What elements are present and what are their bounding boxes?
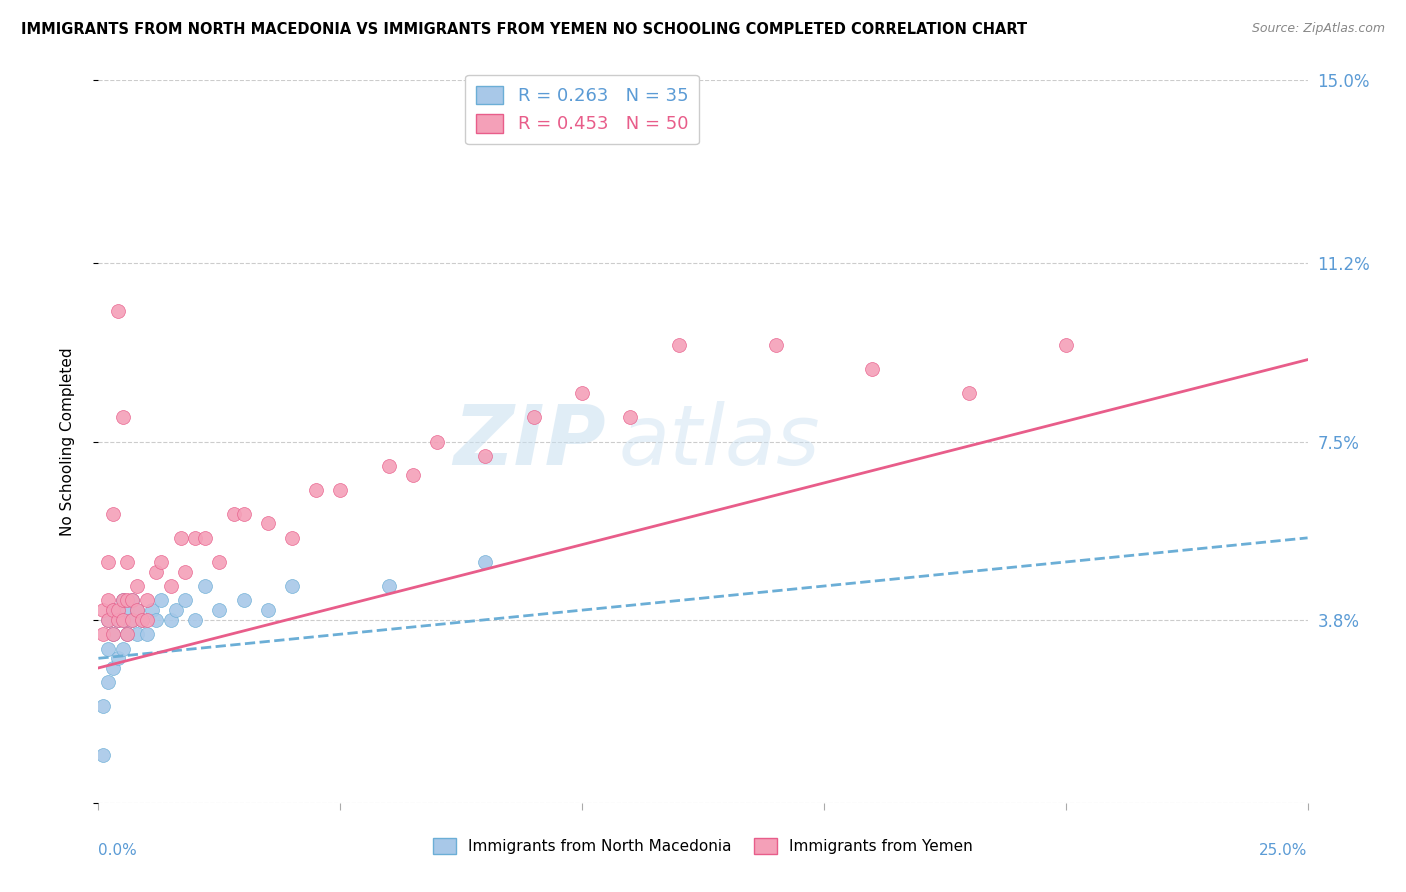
- Point: [91, 747, 114, 762]
- Point: [145, 613, 167, 627]
- Point: [957, 386, 980, 401]
- Point: [97, 613, 120, 627]
- Point: [101, 627, 124, 641]
- Point: [107, 304, 129, 318]
- Text: atlas: atlas: [619, 401, 820, 482]
- Point: [97, 641, 120, 656]
- Point: [117, 593, 139, 607]
- Point: [165, 603, 187, 617]
- Point: [107, 613, 129, 627]
- Point: [523, 410, 546, 425]
- Point: [97, 613, 120, 627]
- Legend: Immigrants from North Macedonia, Immigrants from Yemen: Immigrants from North Macedonia, Immigra…: [426, 832, 980, 860]
- Point: [150, 593, 173, 607]
- Point: [117, 555, 139, 569]
- Point: [305, 483, 328, 497]
- Point: [101, 661, 124, 675]
- Point: [101, 603, 124, 617]
- Point: [91, 603, 114, 617]
- Text: ZIP: ZIP: [454, 401, 606, 482]
- Point: [169, 531, 191, 545]
- Point: [127, 627, 149, 641]
- Point: [111, 641, 134, 656]
- Point: [111, 593, 134, 607]
- Point: [160, 613, 183, 627]
- Point: [97, 593, 120, 607]
- Point: [222, 507, 245, 521]
- Point: [121, 613, 143, 627]
- Point: [256, 516, 278, 531]
- Point: [101, 507, 124, 521]
- Point: [127, 603, 149, 617]
- Point: [135, 593, 157, 607]
- Point: [111, 613, 134, 627]
- Point: [111, 410, 134, 425]
- Point: [91, 627, 114, 641]
- Point: [117, 627, 139, 641]
- Point: [329, 483, 352, 497]
- Point: [474, 449, 496, 463]
- Point: [668, 338, 690, 352]
- Text: Source: ZipAtlas.com: Source: ZipAtlas.com: [1251, 22, 1385, 36]
- Point: [256, 603, 278, 617]
- Point: [474, 555, 496, 569]
- Point: [101, 603, 124, 617]
- Point: [135, 613, 157, 627]
- Point: [111, 593, 134, 607]
- Point: [117, 603, 139, 617]
- Point: [619, 410, 641, 425]
- Point: [194, 579, 217, 593]
- Point: [184, 531, 207, 545]
- Point: [377, 579, 399, 593]
- Point: [208, 555, 231, 569]
- Point: [1054, 338, 1077, 352]
- Point: [121, 613, 143, 627]
- Text: 25.0%: 25.0%: [1260, 843, 1308, 857]
- Text: 0.0%: 0.0%: [98, 843, 138, 857]
- Point: [184, 613, 207, 627]
- Point: [131, 613, 153, 627]
- Point: [860, 362, 883, 376]
- Point: [101, 627, 124, 641]
- Point: [97, 555, 120, 569]
- Point: [91, 699, 114, 714]
- Point: [765, 338, 787, 352]
- Point: [135, 627, 157, 641]
- Point: [426, 434, 449, 449]
- Point: [97, 675, 120, 690]
- Point: [232, 507, 254, 521]
- Point: [174, 565, 197, 579]
- Point: [107, 613, 129, 627]
- Point: [145, 565, 167, 579]
- Point: [377, 458, 399, 473]
- Point: [174, 593, 197, 607]
- Point: [402, 468, 425, 483]
- Point: [131, 613, 153, 627]
- Point: [281, 579, 304, 593]
- Point: [107, 603, 129, 617]
- Point: [571, 386, 593, 401]
- Point: [208, 603, 231, 617]
- Point: [127, 603, 149, 617]
- Point: [141, 603, 163, 617]
- Point: [121, 593, 143, 607]
- Point: [121, 593, 143, 607]
- Point: [281, 531, 304, 545]
- Point: [107, 651, 129, 665]
- Point: [160, 579, 183, 593]
- Point: [127, 579, 149, 593]
- Point: [150, 555, 173, 569]
- Text: IMMIGRANTS FROM NORTH MACEDONIA VS IMMIGRANTS FROM YEMEN NO SCHOOLING COMPLETED : IMMIGRANTS FROM NORTH MACEDONIA VS IMMIG…: [21, 22, 1028, 37]
- Point: [111, 613, 134, 627]
- Point: [117, 627, 139, 641]
- Point: [232, 593, 254, 607]
- Y-axis label: No Schooling Completed: No Schooling Completed: [60, 347, 75, 536]
- Point: [194, 531, 217, 545]
